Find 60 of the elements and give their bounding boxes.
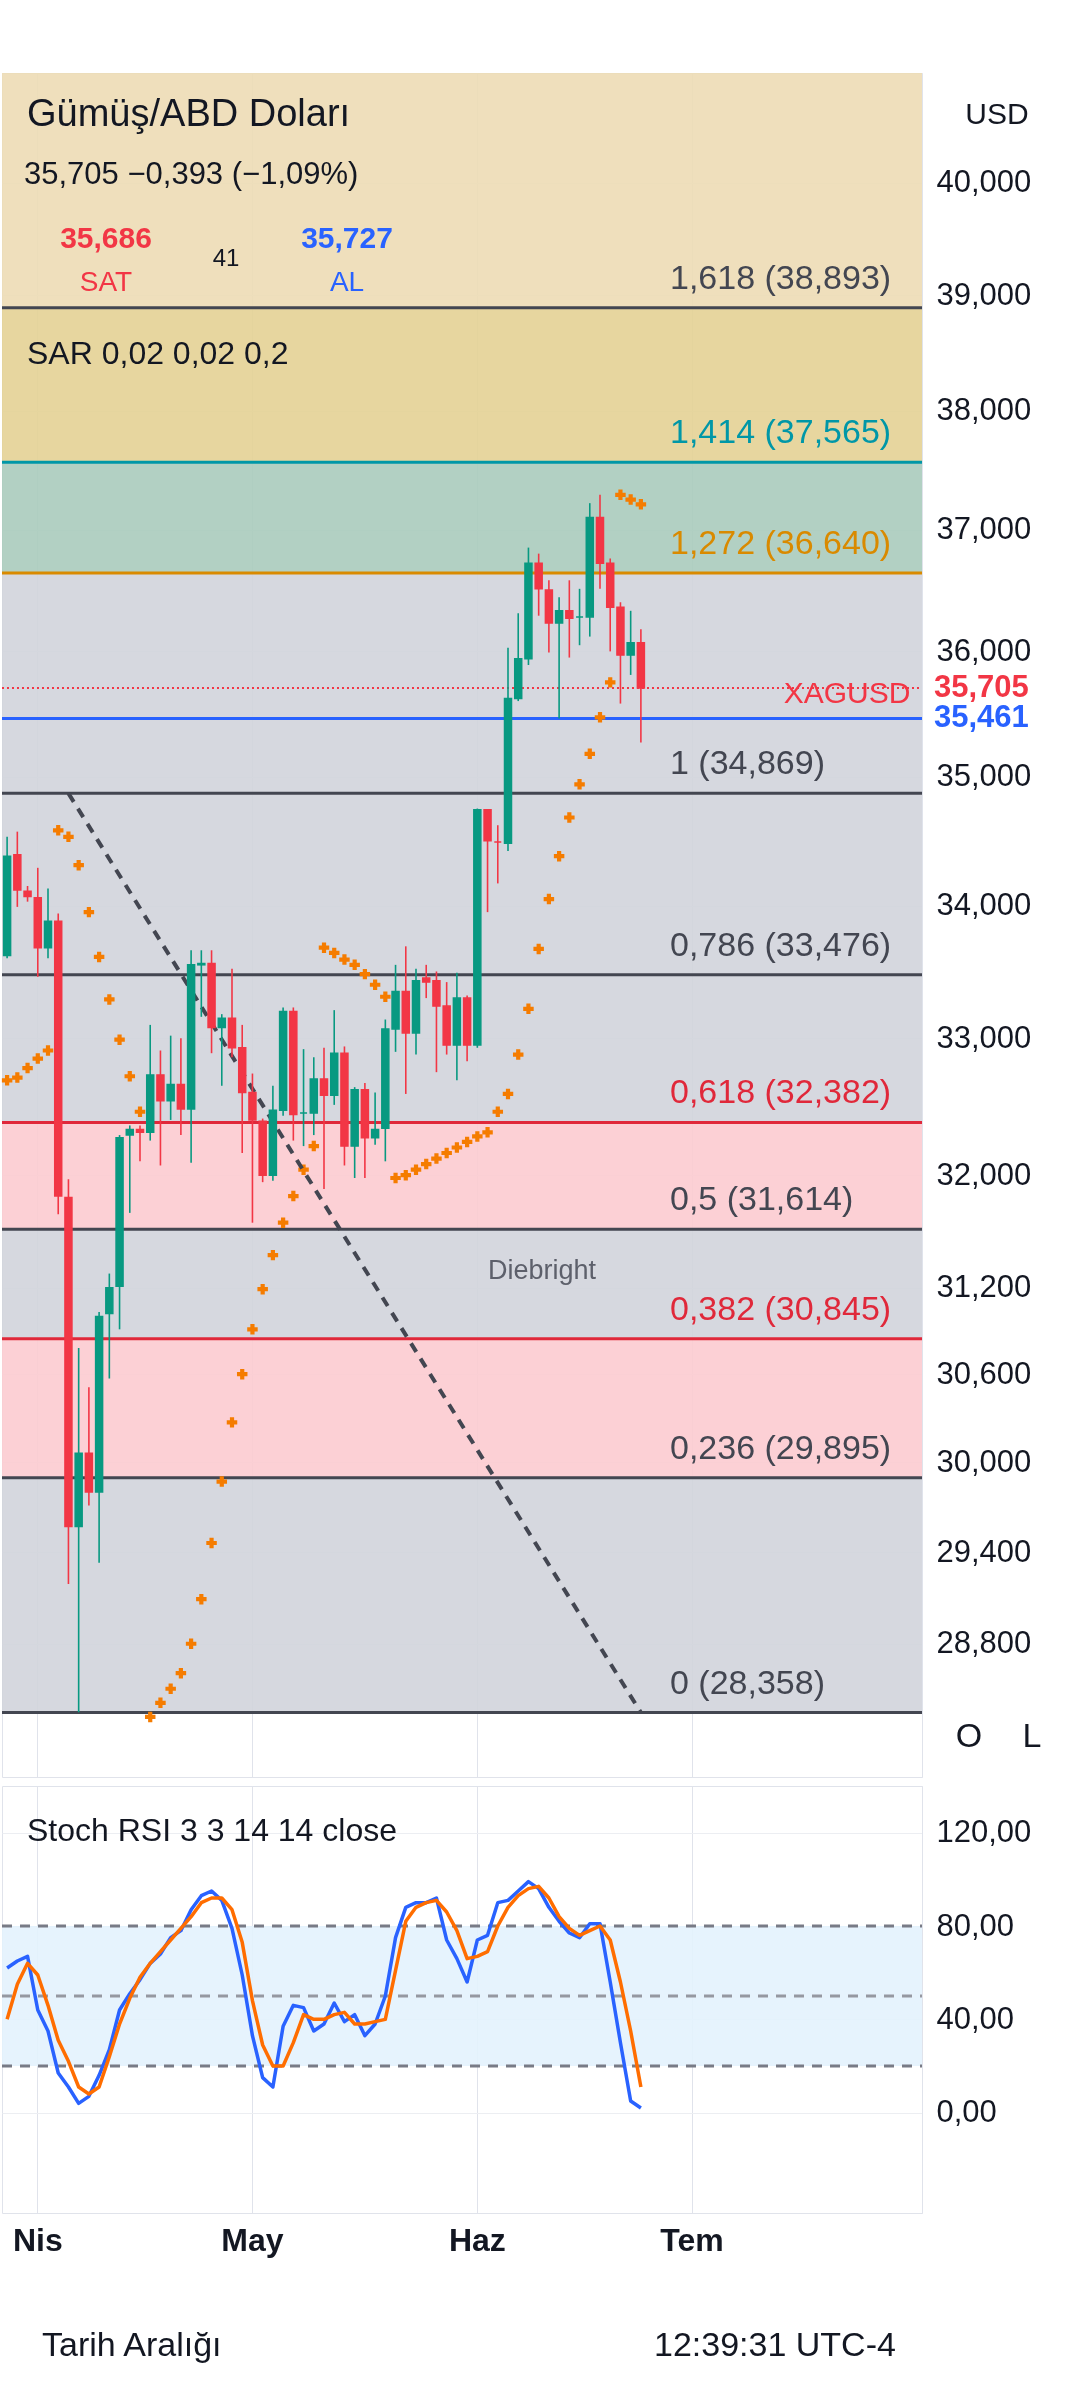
candlestick: [565, 579, 574, 659]
y-tick-label: 39,000: [936, 276, 1032, 312]
ref-line-label: 0,786 (33,476): [670, 924, 892, 963]
y-tick-label: 31,200: [936, 1269, 1032, 1305]
ref-line-label: 0,618 (32,382): [670, 1072, 892, 1111]
candlestick: [135, 1124, 145, 1163]
y-tick-label: 30,000: [936, 1443, 1032, 1479]
x-tick-label: May: [221, 2221, 284, 2258]
y-tick-label: 33,000: [936, 1019, 1032, 1055]
x-tick-label: Nis: [12, 2221, 63, 2258]
y-tick-label: 32,000: [936, 1156, 1032, 1192]
y-tick-label: 38,000: [936, 392, 1032, 428]
annotation: 35,727: [301, 221, 393, 254]
y-tick-label: 0,00: [936, 2094, 997, 2130]
x-tick-label: Tem: [660, 2221, 724, 2258]
candlestick: [554, 596, 564, 720]
text: L: [1022, 1716, 1042, 1754]
ref-line-label: 0,5 (31,614): [670, 1179, 854, 1218]
candlestick: [125, 1124, 135, 1214]
annotation: SAR 0,02 0,02 0,2: [27, 335, 289, 371]
text: Gümüş/ABD Doları: [27, 92, 351, 134]
y-tick-label: 37,000: [936, 511, 1032, 547]
text: Stoch RSI 3 3 14 14 close: [27, 1812, 397, 1848]
annotation: 41: [212, 244, 240, 271]
candlestick: [626, 610, 635, 676]
y-tick-label: 29,400: [936, 1533, 1032, 1569]
ref-line-label: 1,618 (38,893): [670, 257, 892, 296]
candlestick: [166, 1034, 175, 1121]
candlestick: [421, 964, 431, 999]
text: O: [955, 1716, 983, 1754]
ref-line-label: 1,414 (37,565): [670, 412, 892, 451]
text: 35,705 −0,393 (−1,09%): [24, 156, 359, 191]
y-tick-label: 80,00: [936, 1907, 1015, 1943]
candlestick: [217, 1013, 227, 1087]
y-tick-label: 120,00: [936, 1814, 1032, 1850]
annotation: 35,686: [60, 221, 152, 254]
y-tick-label: 36,000: [936, 632, 1032, 668]
y-tick-label: 35,000: [936, 758, 1032, 794]
ref-line-label: 35,705: [934, 668, 1029, 704]
text: 12:39:31 UTC-4: [654, 2325, 896, 2363]
y-tick-label: 40,00: [936, 2000, 1015, 2036]
ref-line-label: 0 (28,358): [670, 1662, 825, 1701]
text: Tarih Aralığı: [42, 2325, 222, 2363]
y-tick-label: 30,600: [936, 1355, 1032, 1391]
ref-line-label: 1 (34,869): [670, 743, 825, 782]
text: USD: [965, 97, 1029, 130]
annotation: Diebright: [487, 1255, 597, 1285]
x-tick-label: Haz: [448, 2221, 506, 2258]
ref-line-label: 1,272 (36,640): [670, 523, 892, 562]
candlestick: [370, 1091, 380, 1146]
annotation: XAGUSD: [783, 676, 911, 709]
ref-line-label: 0,382 (30,845): [670, 1288, 892, 1327]
y-tick-label: 40,000: [936, 164, 1032, 200]
candlestick: [197, 949, 206, 1018]
ref-line-label: 0,236 (29,895): [670, 1427, 892, 1466]
y-tick-label: 28,800: [936, 1625, 1032, 1661]
annotation: SAT: [79, 266, 133, 297]
annotation: AL: [329, 266, 365, 297]
y-tick-label: 34,000: [936, 887, 1032, 923]
candlestick: [319, 1046, 329, 1190]
